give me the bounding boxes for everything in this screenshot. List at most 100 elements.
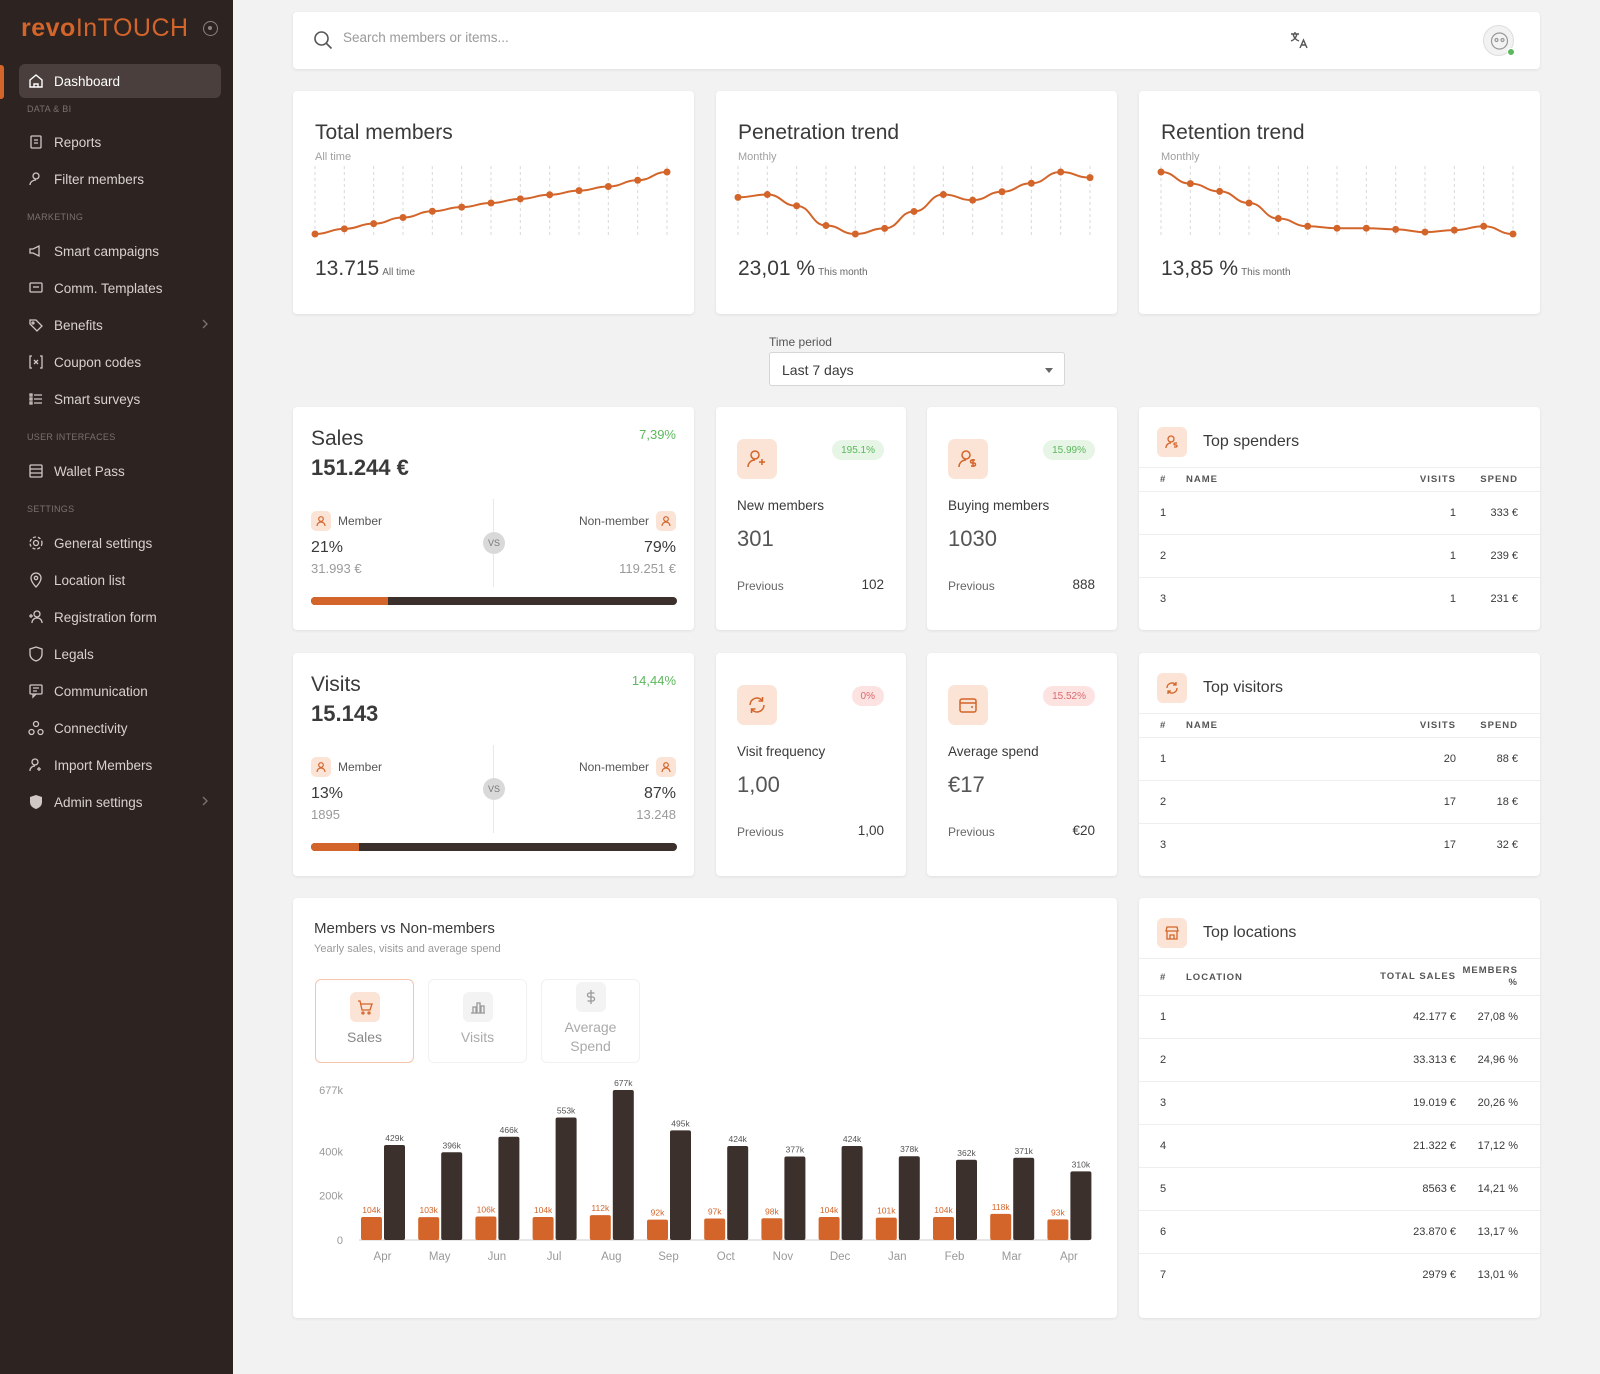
nonmember-percent: 87% — [643, 785, 676, 802]
connectivity-icon — [28, 720, 44, 736]
section-settings: SETTINGS — [27, 504, 75, 514]
member-bar — [704, 1218, 726, 1240]
sparkline-point — [1186, 180, 1194, 188]
table-row[interactable]: 1 20 88 € — [1139, 737, 1540, 781]
tab-average-spend[interactable]: Average Spend — [541, 979, 640, 1063]
sidebar-item-communication[interactable]: Communication — [19, 674, 221, 708]
sparkline-point — [1421, 228, 1429, 236]
online-status-dot — [1507, 48, 1515, 56]
nonmember-amount: 13.248 — [636, 807, 676, 822]
tab-visits[interactable]: Visits — [428, 979, 527, 1063]
card-value: 13,85 % This month — [1161, 257, 1291, 280]
card-retention-trend: Retention trend Monthly 13,85 % This mont… — [1139, 91, 1540, 314]
sparkline-point — [1333, 224, 1341, 232]
sidebar-toggle-icon[interactable] — [203, 21, 218, 36]
sparkline-point — [634, 176, 642, 184]
sidebar-item-import-members[interactable]: Import Members — [19, 748, 221, 782]
bar-data-label: 553k — [557, 1105, 576, 1115]
sparkline-point — [969, 196, 977, 204]
card-buying-members: 15.99% Buying members 1030 Previous 888 — [927, 407, 1117, 630]
sparkline-point — [311, 230, 319, 238]
member-bar — [1047, 1219, 1069, 1240]
sidebar-item-coupon-codes[interactable]: Coupon codes — [19, 345, 221, 379]
table-row[interactable]: 3 19.019 €20,26 % — [1139, 1081, 1540, 1125]
bar-data-label: 424k — [843, 1134, 862, 1144]
change-percent: 7,39% — [639, 427, 676, 442]
table-row[interactable]: 6 23.870 €13,17 % — [1139, 1210, 1540, 1254]
member-bar — [475, 1216, 497, 1240]
total-members-sparkline — [311, 166, 671, 238]
sparkline-point — [575, 187, 583, 195]
sidebar-item-wallet-pass[interactable]: Wallet Pass — [19, 454, 221, 488]
x-tick-label: Jan — [888, 1251, 907, 1263]
section-data: DATA & BI — [27, 104, 72, 114]
bar-data-label: 677k — [614, 1080, 633, 1088]
change-badge: 195.1% — [832, 440, 884, 460]
bar-data-label: 104k — [934, 1205, 953, 1215]
vs-badge: VS — [483, 532, 505, 554]
y-tick-label: 677k — [319, 1085, 343, 1097]
card-members-vs-nonmembers: Members vs Non-members Yearly sales, vis… — [293, 898, 1117, 1318]
table-row[interactable]: 1 42.177 €27,08 % — [1139, 995, 1540, 1039]
sidebar-item-dashboard[interactable]: Dashboard — [19, 64, 221, 98]
previous-value: €20 — [1072, 823, 1095, 838]
card-visit-frequency: 0% Visit frequency 1,00 Previous 1,00 — [716, 653, 906, 876]
tab-sales[interactable]: Sales — [315, 979, 414, 1063]
sparkline-point — [998, 188, 1006, 196]
card-title: Total members — [315, 121, 453, 144]
table-row[interactable]: 7 2979 €13,01 % — [1160, 1269, 1518, 1282]
sparkline-point — [910, 207, 918, 215]
section-user-interfaces: USER INTERFACES — [27, 432, 116, 442]
store-icon — [1157, 918, 1187, 948]
sidebar-item-smart-campaigns[interactable]: Smart campaigns — [19, 234, 221, 268]
cart-icon — [349, 992, 380, 1022]
time-period-select[interactable]: Last 7 days — [769, 352, 1065, 386]
table-row[interactable]: 4 21.322 €17,12 % — [1139, 1124, 1540, 1168]
sidebar-item-legals[interactable]: Legals — [19, 637, 221, 671]
section-marketing: MARKETING — [27, 212, 84, 222]
table-row[interactable]: 1 1 333 € — [1139, 491, 1540, 535]
x-tick-label: Jun — [488, 1251, 507, 1263]
nonmember-icon — [656, 757, 676, 777]
sidebar-item-filter-members[interactable]: Filter members — [19, 162, 221, 196]
sidebar-item-connectivity[interactable]: Connectivity — [19, 711, 221, 745]
table-row[interactable]: 2 33.313 €24,96 % — [1139, 1038, 1540, 1082]
table-row[interactable]: 3 1 231 € — [1160, 593, 1518, 606]
sidebar-item-admin-settings[interactable]: Admin settings — [19, 785, 221, 819]
member-bar — [361, 1216, 382, 1240]
nonmember-bar — [670, 1130, 691, 1240]
sidebar-item-registration-form[interactable]: Registration form — [19, 600, 221, 634]
translate-icon[interactable] — [1289, 30, 1309, 55]
x-tick-label: Dec — [830, 1251, 851, 1263]
member-bar — [532, 1216, 554, 1240]
table-row[interactable]: 5 8563 €14,21 % — [1139, 1167, 1540, 1211]
member-percent: 13% — [311, 785, 344, 802]
sidebar-item-benefits[interactable]: Benefits — [19, 308, 221, 342]
sidebar-item-smart-surveys[interactable]: Smart surveys — [19, 382, 221, 416]
x-tick-label: Jul — [547, 1251, 562, 1263]
change-badge: 15.99% — [1043, 440, 1095, 460]
bar-data-label: 371k — [1014, 1146, 1033, 1156]
bar-data-label: 429k — [385, 1133, 404, 1143]
card-value: 23,01 % This month — [738, 257, 868, 280]
kpi-value: 1030 — [948, 526, 997, 551]
kpi-label: Buying members — [948, 498, 1050, 513]
sidebar-item-location-list[interactable]: Location list — [19, 563, 221, 597]
bar-data-label: 424k — [728, 1134, 747, 1144]
bar-data-label: 118k — [992, 1202, 1011, 1212]
brand-logo[interactable]: revoInTOUCH — [21, 14, 189, 42]
sidebar-item-comm-templates[interactable]: Comm. Templates — [19, 271, 221, 305]
table-row[interactable]: 3 17 32 € — [1160, 839, 1518, 852]
member-bar — [933, 1216, 954, 1240]
sidebar-item-general-settings[interactable]: General settings — [19, 526, 221, 560]
search-input[interactable] — [343, 30, 1143, 45]
card-value: 13.715 All time — [315, 257, 416, 280]
table-row[interactable]: 2 1 239 € — [1139, 534, 1540, 578]
table-row[interactable]: 2 17 18 € — [1139, 780, 1540, 824]
sparkline-point — [734, 193, 742, 201]
sidebar-item-reports[interactable]: Reports — [19, 125, 221, 159]
sparkline-point — [822, 222, 830, 230]
member-bar — [875, 1217, 897, 1240]
previous-value: 1,00 — [857, 823, 884, 838]
home-icon — [28, 73, 44, 89]
